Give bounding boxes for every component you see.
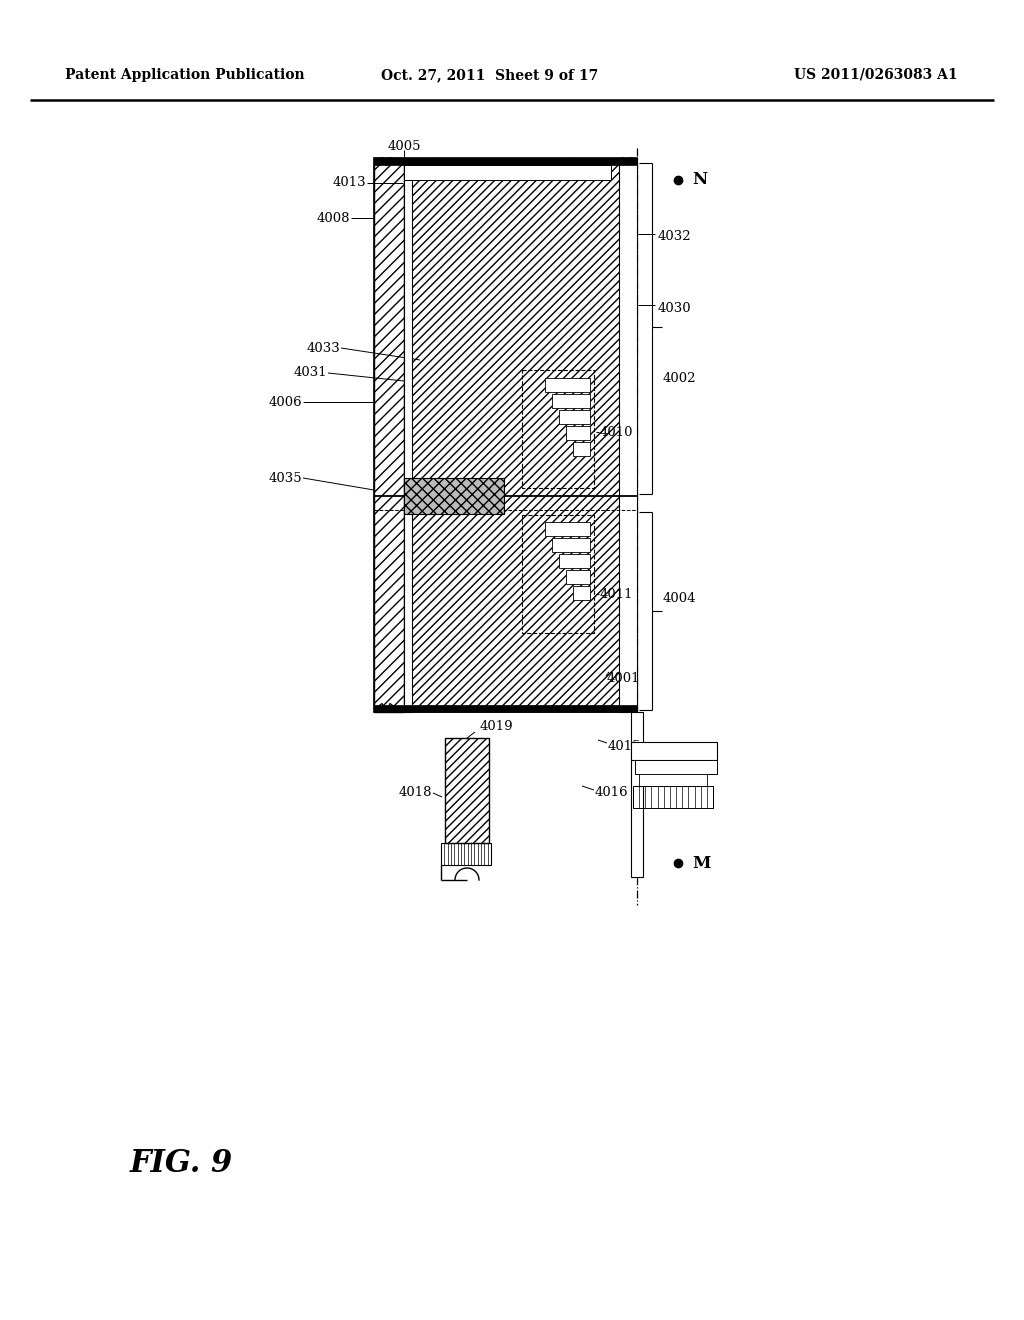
Text: 4015: 4015 <box>608 739 641 752</box>
Bar <box>559 554 590 568</box>
Bar <box>573 442 590 455</box>
Bar <box>552 393 590 408</box>
Bar <box>545 521 590 536</box>
Bar <box>404 165 611 180</box>
Text: 4006: 4006 <box>268 396 302 408</box>
Text: 4033: 4033 <box>306 342 340 355</box>
Text: 4002: 4002 <box>663 371 696 384</box>
Bar <box>573 586 590 601</box>
Text: FIG. 9: FIG. 9 <box>130 1148 233 1179</box>
Bar <box>639 774 707 785</box>
Bar <box>566 426 590 440</box>
Bar <box>374 158 404 711</box>
Bar <box>522 370 594 488</box>
Text: M: M <box>692 854 711 871</box>
Text: 4035: 4035 <box>268 471 302 484</box>
Text: 4016: 4016 <box>595 787 629 800</box>
Bar <box>374 705 637 711</box>
Bar <box>559 411 590 424</box>
Text: 4018: 4018 <box>398 787 432 800</box>
Bar <box>633 785 713 808</box>
Bar <box>374 158 637 165</box>
Text: 4032: 4032 <box>658 231 691 243</box>
Bar <box>631 742 717 760</box>
Text: 4005: 4005 <box>388 140 422 153</box>
Bar <box>441 843 490 865</box>
Text: 4030: 4030 <box>658 301 691 314</box>
Bar <box>566 570 590 583</box>
Text: 4008: 4008 <box>316 211 350 224</box>
Text: 4019: 4019 <box>480 721 514 734</box>
Text: N: N <box>692 172 708 189</box>
Bar <box>631 711 643 876</box>
Text: Oct. 27, 2011  Sheet 9 of 17: Oct. 27, 2011 Sheet 9 of 17 <box>381 69 599 82</box>
Bar <box>618 158 637 711</box>
Bar <box>635 760 717 774</box>
Bar <box>445 738 489 843</box>
Text: 4031: 4031 <box>293 367 327 380</box>
Text: 4013: 4013 <box>333 177 366 190</box>
Bar <box>404 478 504 513</box>
Text: US 2011/0263083 A1: US 2011/0263083 A1 <box>795 69 958 82</box>
Text: 4010: 4010 <box>600 425 634 438</box>
Bar <box>545 378 590 392</box>
Bar <box>552 539 590 552</box>
Bar <box>522 515 594 634</box>
Text: Patent Application Publication: Patent Application Publication <box>65 69 304 82</box>
Text: 4001: 4001 <box>607 672 640 685</box>
Bar <box>404 168 412 711</box>
Text: 4011: 4011 <box>600 587 634 601</box>
Text: 4004: 4004 <box>663 591 696 605</box>
Bar <box>374 158 637 711</box>
